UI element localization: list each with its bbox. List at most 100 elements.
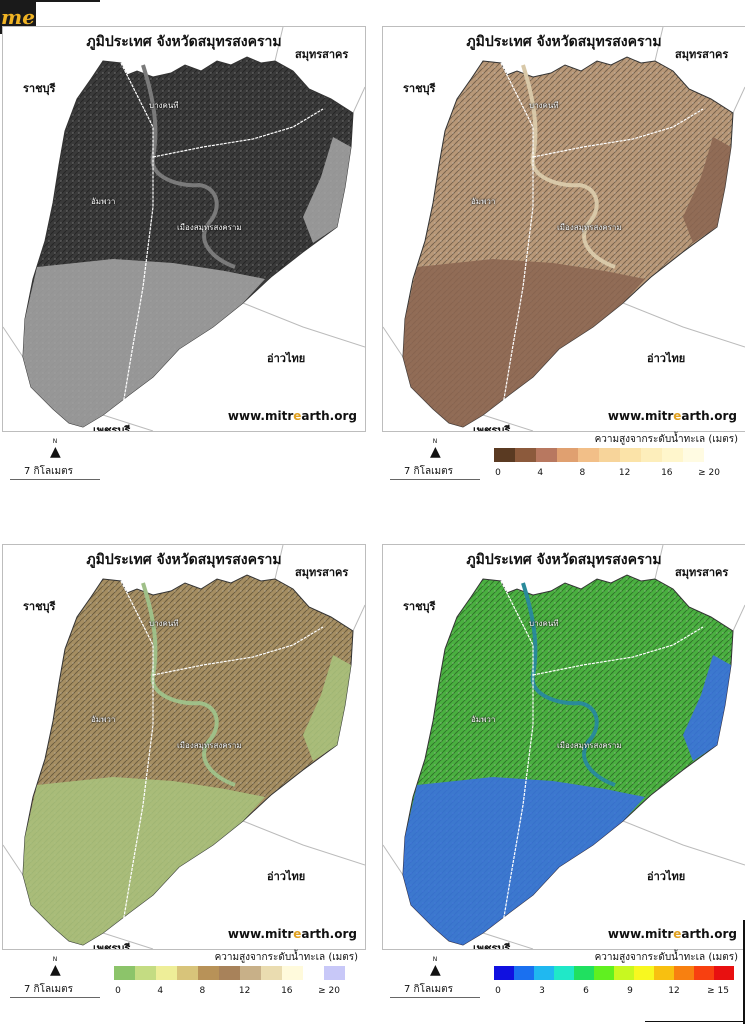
legend-tick-label: ≥ 15	[707, 986, 729, 996]
legend-tick-label: 9	[627, 986, 633, 996]
district-amphawa: อัมพวา	[91, 715, 116, 724]
legend-tick-label: 6	[583, 986, 589, 996]
legend-swatch	[554, 966, 574, 980]
legend-tick-label: 16	[661, 468, 673, 478]
legend-swatch	[662, 448, 683, 462]
north-arrow-icon: N ▲	[430, 438, 441, 460]
website-url: www.mitrearth.org	[607, 409, 737, 423]
legend-swatch	[641, 448, 662, 462]
legend-swatch	[135, 966, 156, 980]
frame-line-bottom	[645, 1021, 745, 1022]
legend-swatch	[514, 966, 534, 980]
legend-swatch	[557, 448, 578, 462]
scale-bar	[390, 997, 480, 998]
province-map	[3, 545, 365, 949]
legend-tick-label: ≥ 20	[318, 986, 340, 996]
legend-ticks: 0 4 8 12 16 ≥ 20	[114, 986, 364, 998]
map-footer: N ▲ 7 กิโลเมตร ความสูงจากระดับน้ำทะเล (เมตร…	[2, 952, 364, 1008]
legend-swatch	[594, 966, 614, 980]
label-ratchaburi: ราชบุรี	[23, 600, 56, 613]
legend-tick-label: 16	[281, 986, 293, 996]
legend-swatch	[282, 966, 303, 980]
website-url: www.mitrearth.org	[227, 927, 357, 941]
scale-bar	[390, 479, 480, 480]
legend-tick-label: 3	[539, 986, 545, 996]
legend-tick-label: 8	[199, 986, 206, 996]
map-panel-4: ภูมิประเทศ จังหวัดสมุทรสงคราม สมุทรสาคร รา…	[382, 544, 745, 950]
map-footer: N ▲ 7 กิโลเมตร ความสูงจากระดับน้ำทะเล (เมตร…	[382, 434, 744, 490]
legend-swatch	[654, 966, 674, 980]
legend-swatch	[614, 966, 634, 980]
legend-swatch	[578, 448, 599, 462]
label-phetchaburi: เพชรบุรี	[473, 942, 511, 950]
scale-bar	[10, 479, 100, 480]
legend-swatch	[683, 448, 704, 462]
legend-swatch	[261, 966, 282, 980]
legend-swatch	[534, 966, 554, 980]
district-bang-khonthi: บางคนที	[529, 101, 559, 110]
scale-label: 7 กิโลเมตร	[24, 466, 73, 477]
legend-swatch	[620, 448, 641, 462]
logo-underline	[36, 0, 100, 2]
legend-tick-label: 4	[157, 986, 164, 996]
legend-swatch	[714, 966, 734, 980]
label-samut-sakhon: สมุทรสาคร	[675, 48, 729, 61]
province-map	[3, 27, 365, 431]
panel-title: ภูมิประเทศ จังหวัดสมุทรสงคราม	[86, 552, 282, 568]
district-mueang: เมืองสมุทรสงคราม	[177, 223, 242, 232]
legend-swatch	[494, 448, 515, 462]
district-bang-khonthi: บางคนที	[529, 619, 559, 628]
scale-bar	[10, 997, 100, 998]
label-phetchaburi: เพชรบุรี	[93, 424, 131, 432]
legend-title: ความสูงจากระดับน้ำทะเล (เมตร)	[594, 952, 738, 963]
legend-tick-label: 0	[495, 986, 501, 996]
panel-title: ภูมิประเทศ จังหวัดสมุทรสงคราม	[466, 552, 662, 568]
legend-tick-label: 0	[115, 986, 121, 996]
district-amphawa: อัมพวา	[91, 197, 116, 206]
legend-ticks: 0 4 8 12 16 ≥ 20	[494, 468, 744, 480]
legend-tick-label: 12	[668, 986, 680, 996]
legend-color-bar	[494, 966, 734, 980]
label-samut-sakhon: สมุทรสาคร	[295, 566, 349, 579]
map-panel-2: ภูมิประเทศ จังหวัดสมุทรสงคราม สมุทรสาคร รา…	[382, 26, 745, 432]
legend-swatch	[240, 966, 261, 980]
district-amphawa: อัมพวา	[471, 715, 496, 724]
legend-swatch	[219, 966, 240, 980]
website-url: www.mitrearth.org	[227, 409, 357, 423]
label-phetchaburi: เพชรบุรี	[93, 942, 131, 950]
website-url: www.mitrearth.org	[607, 927, 737, 941]
legend-tick-label: 12	[618, 468, 631, 478]
north-arrow-icon: N ▲	[50, 438, 61, 460]
province-map	[383, 27, 745, 431]
north-arrow-icon: N ▲	[430, 956, 441, 978]
scale-label: 7 กิโลเมตร	[24, 984, 73, 995]
legend-swatch	[536, 448, 557, 462]
legend-swatch	[156, 966, 177, 980]
legend-swatch	[634, 966, 654, 980]
legend-swatch	[694, 966, 714, 980]
legend-tick-label: ≥ 20	[698, 468, 720, 478]
scale-label: 7 กิโลเมตร	[404, 984, 453, 995]
district-mueang: เมืองสมุทรสงคราม	[557, 223, 622, 232]
label-gulf-of-thailand: อ่าวไทย	[647, 352, 686, 365]
legend-tick-label: 8	[579, 468, 586, 478]
legend-tick-label: 4	[537, 468, 544, 478]
scale-label: 7 กิโลเมตร	[404, 466, 453, 477]
legend-swatch	[303, 966, 324, 980]
map-footer: N ▲ 7 กิโลเมตร ความสูงจากระดับน้ำทะเล (เมตร…	[382, 952, 744, 1008]
map-footer: N ▲ 7 กิโลเมตร	[2, 434, 364, 490]
district-bang-khonthi: บางคนที	[149, 619, 179, 628]
legend-tick-label: 0	[495, 468, 501, 478]
label-ratchaburi: ราชบุรี	[403, 82, 436, 95]
district-amphawa: อัมพวา	[471, 197, 496, 206]
legend-ticks: 0 3 6 9 12 ≥ 15	[494, 986, 744, 998]
district-mueang: เมืองสมุทรสงคราม	[557, 741, 622, 750]
label-phetchaburi: เพชรบุรี	[473, 424, 511, 432]
legend-title: ความสูงจากระดับน้ำทะเล (เมตร)	[594, 434, 738, 445]
label-gulf-of-thailand: อ่าวไทย	[267, 352, 306, 365]
district-bang-khonthi: บางคนที	[149, 101, 179, 110]
legend-tick-label: 12	[238, 986, 251, 996]
legend-swatch	[114, 966, 135, 980]
legend-title: ความสูงจากระดับน้ำทะเล (เมตร)	[214, 952, 358, 963]
legend-color-bar	[114, 966, 345, 980]
